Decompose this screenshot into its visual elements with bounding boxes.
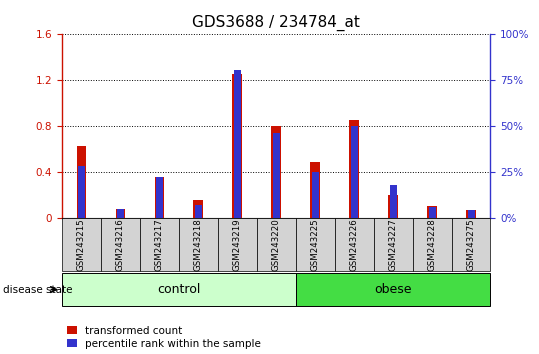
Bar: [273, 133, 280, 218]
Bar: [310, 162, 320, 218]
Bar: [388, 195, 398, 218]
Bar: [351, 126, 358, 218]
FancyBboxPatch shape: [101, 218, 140, 271]
FancyBboxPatch shape: [452, 218, 490, 271]
FancyBboxPatch shape: [179, 218, 218, 271]
Bar: [195, 205, 202, 218]
FancyBboxPatch shape: [140, 218, 179, 271]
FancyBboxPatch shape: [412, 218, 452, 271]
FancyBboxPatch shape: [257, 218, 296, 271]
FancyBboxPatch shape: [62, 273, 296, 306]
Text: GSM243218: GSM243218: [194, 218, 203, 271]
Text: control: control: [157, 283, 201, 296]
Bar: [234, 70, 241, 218]
FancyBboxPatch shape: [335, 218, 374, 271]
Bar: [117, 209, 124, 218]
Bar: [156, 177, 163, 218]
Title: GDS3688 / 234784_at: GDS3688 / 234784_at: [192, 15, 360, 31]
Text: GSM243226: GSM243226: [350, 218, 358, 271]
Text: disease state: disease state: [3, 285, 72, 295]
Text: GSM243228: GSM243228: [427, 218, 437, 271]
Bar: [115, 209, 125, 218]
Text: obese: obese: [375, 283, 412, 296]
Bar: [155, 177, 164, 218]
Text: GSM243219: GSM243219: [233, 218, 242, 271]
FancyBboxPatch shape: [296, 273, 490, 306]
Bar: [194, 200, 203, 218]
FancyBboxPatch shape: [218, 218, 257, 271]
FancyBboxPatch shape: [296, 218, 335, 271]
Bar: [312, 172, 319, 218]
Text: GSM243215: GSM243215: [77, 218, 86, 271]
Bar: [427, 206, 437, 218]
Bar: [349, 120, 359, 218]
Bar: [232, 74, 242, 218]
Text: GSM243225: GSM243225: [310, 218, 320, 271]
Text: GSM243275: GSM243275: [467, 218, 475, 271]
Text: GSM243217: GSM243217: [155, 218, 164, 271]
FancyBboxPatch shape: [374, 218, 412, 271]
Bar: [77, 147, 86, 218]
Bar: [78, 166, 85, 218]
Bar: [390, 184, 397, 218]
Bar: [467, 210, 474, 218]
Text: GSM243227: GSM243227: [389, 218, 398, 271]
Bar: [271, 126, 281, 218]
Text: GSM243216: GSM243216: [116, 218, 125, 271]
Bar: [466, 210, 476, 218]
Text: GSM243220: GSM243220: [272, 218, 281, 271]
FancyBboxPatch shape: [62, 218, 101, 271]
Legend: transformed count, percentile rank within the sample: transformed count, percentile rank withi…: [67, 326, 261, 349]
Bar: [429, 207, 436, 218]
